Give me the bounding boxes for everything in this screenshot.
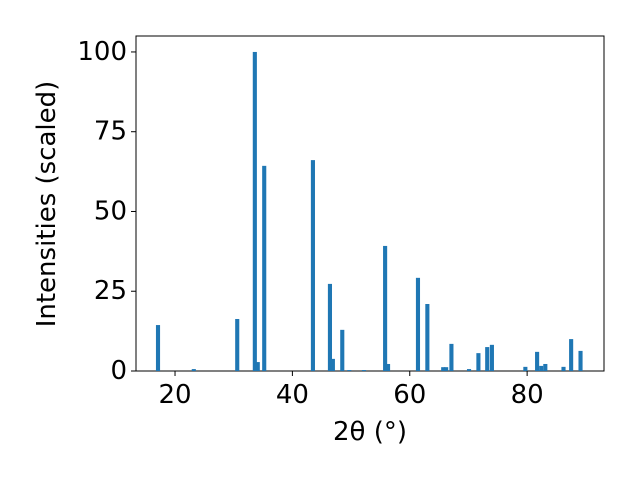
bar: [543, 363, 548, 371]
bar: [361, 370, 367, 371]
bar: [262, 165, 267, 371]
bar: [235, 318, 240, 371]
bar: [330, 358, 335, 371]
y-tick-label: 50: [94, 196, 127, 226]
bar: [561, 366, 566, 371]
x-tick-label: 20: [158, 380, 191, 410]
bar: [485, 347, 490, 371]
bar: [523, 366, 528, 371]
bar: [255, 362, 260, 371]
bar: [310, 160, 315, 371]
y-tick-label: 0: [110, 356, 127, 386]
y-tick-label: 100: [77, 37, 127, 67]
bar: [385, 363, 391, 371]
plot-frame: [135, 35, 605, 372]
bar: [535, 351, 540, 371]
bar: [383, 245, 388, 371]
bar: [252, 51, 257, 371]
y-tick-label: 25: [94, 276, 127, 306]
bar: [425, 304, 430, 371]
bar: [415, 277, 421, 371]
bar: [489, 344, 494, 371]
x-axis-label: 2θ (°): [333, 417, 407, 447]
bar: [444, 367, 449, 371]
bar: [578, 350, 583, 371]
bar: [191, 369, 196, 371]
bar: [155, 325, 161, 371]
bar: [569, 339, 574, 371]
bar: [449, 343, 454, 371]
y-tick-label: 75: [94, 117, 127, 147]
x-tick-label: 80: [511, 380, 544, 410]
bar: [340, 329, 345, 371]
y-axis-label: Intensities (scaled): [32, 81, 62, 328]
x-tick-label: 60: [393, 380, 426, 410]
bar: [539, 365, 544, 371]
bar: [347, 370, 352, 371]
bar: [466, 369, 472, 371]
bar: [441, 367, 446, 371]
bar: [327, 283, 333, 371]
x-tick-label: 40: [276, 380, 309, 410]
bar: [476, 353, 481, 371]
